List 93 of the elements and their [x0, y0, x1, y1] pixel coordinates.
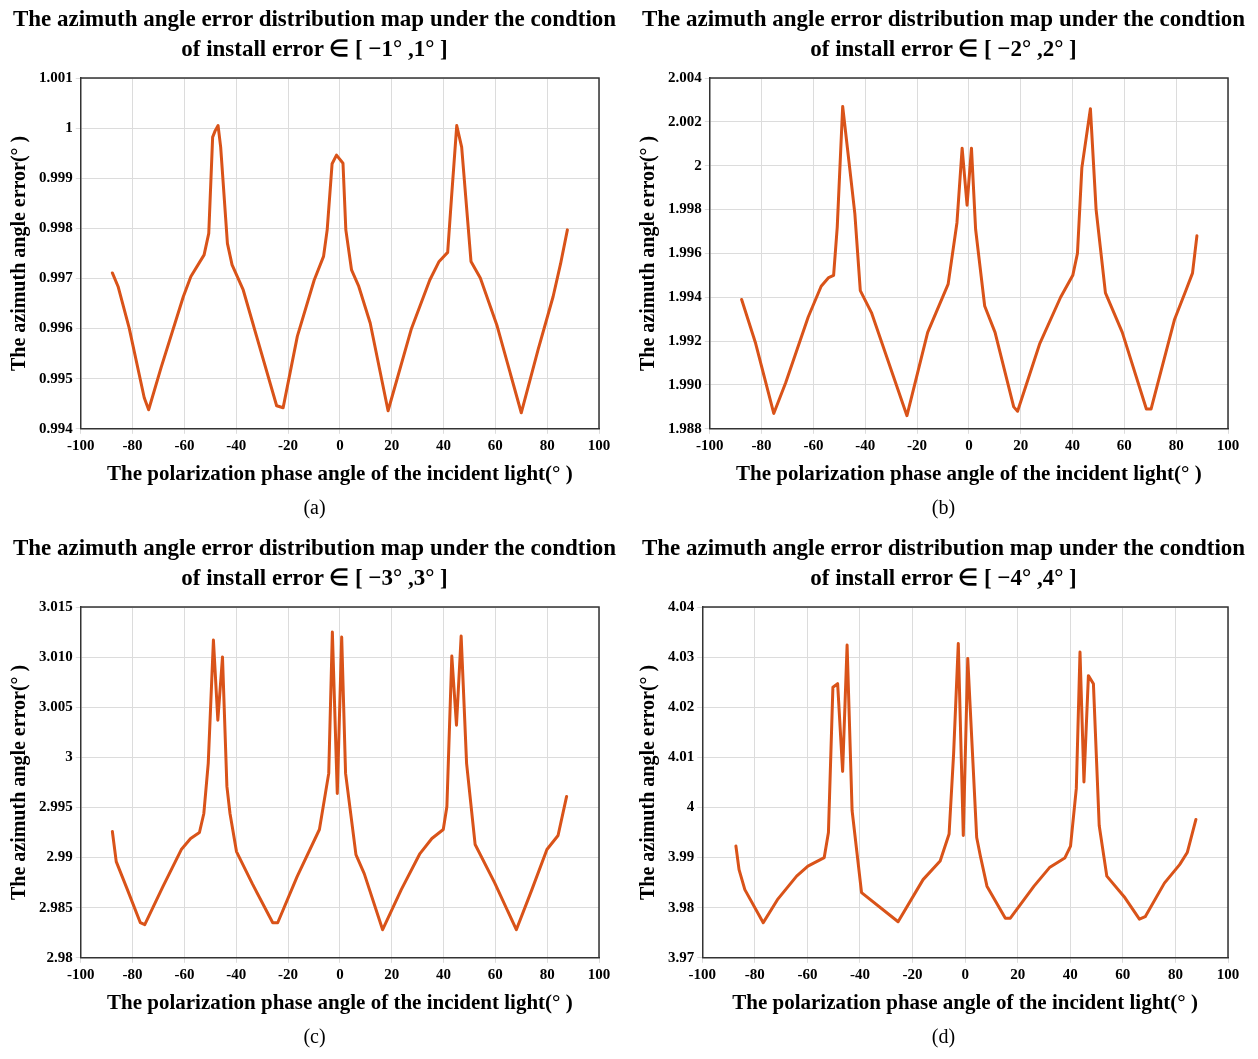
x-tick-label: 60 [1115, 965, 1131, 982]
x-tick-label: 80 [1167, 965, 1183, 982]
text: (c) [302, 1025, 327, 1048]
x-tick-label: 100 [1216, 436, 1240, 453]
x-tick-label: -80 [122, 436, 143, 453]
y-tick-label: 2.995 [39, 798, 73, 815]
x-tick-label: 0 [336, 436, 344, 453]
x-tick-label: -60 [797, 965, 818, 982]
text: (a) [302, 496, 327, 519]
x-tick-label: 60 [487, 965, 503, 982]
y-tick-label: 2.985 [39, 898, 73, 915]
x-tick-label: 20 [384, 436, 400, 453]
x-tick-label: 80 [539, 436, 555, 453]
x-tick-label: 20 [384, 965, 400, 982]
x-tick-label: -40 [226, 965, 247, 982]
y-tick-label: 4.04 [668, 597, 695, 614]
x-tick-label: 20 [1013, 436, 1029, 453]
y-axis-title: The azimuth angle error(° ) [636, 135, 660, 372]
x-tick-label: 20 [1010, 965, 1026, 982]
y-tick-label: 1.001 [39, 68, 73, 85]
y-tick-label: 0.997 [39, 269, 74, 286]
x-tick-label: 100 [1216, 965, 1240, 982]
x-tick-label: -100 [67, 436, 95, 453]
x-tick-label: 60 [487, 436, 503, 453]
y-tick-label: 0.998 [39, 219, 73, 236]
chart-title: The azimuth angle error distribution map under the condtion of install error ∈ [ −4° ,4° ] [640, 534, 1247, 592]
y-tick-label: 4.03 [668, 647, 695, 664]
y-tick-label: 4.01 [668, 748, 695, 765]
y-axis-title: The azimuth angle error(° ) [636, 664, 660, 901]
y-tick-label: 0.996 [39, 319, 74, 336]
x-axis-title: The polarization phase angle of the incident light(° ) [736, 460, 1202, 485]
x-tick-label: -60 [803, 436, 824, 453]
x-tick-label: -80 [744, 965, 765, 982]
x-tick-label: 40 [1062, 965, 1078, 982]
x-axis-title: The polarization phase angle of the incident light(° ) [107, 989, 573, 1014]
y-tick-label: 3.99 [668, 848, 695, 865]
y-tick-label: 2.98 [46, 948, 73, 965]
x-tick-label: 40 [436, 436, 452, 453]
y-tick-label: 3.010 [39, 647, 73, 664]
text: (b) [930, 496, 957, 519]
x-tick-label: -60 [174, 965, 195, 982]
x-tick-label: -100 [688, 965, 716, 982]
x-tick-label: 100 [587, 436, 611, 453]
y-tick-label: 1 [65, 118, 73, 135]
x-tick-label: -20 [907, 436, 928, 453]
y-axis-title: The azimuth angle error(° ) [7, 135, 31, 372]
x-tick-label: 80 [1168, 436, 1184, 453]
y-tick-label: 3.98 [668, 898, 695, 915]
x-tick-label: -20 [902, 965, 923, 982]
y-tick-label: 0.995 [39, 369, 73, 386]
y-tick-label: 3.005 [39, 698, 73, 715]
x-axis-title: The polarization phase angle of the incident light(° ) [732, 989, 1198, 1014]
y-tick-label: 0.999 [39, 169, 73, 186]
x-axis-title: The polarization phase angle of the incident light(° ) [107, 460, 573, 485]
y-axis-title: The azimuth angle error(° ) [7, 664, 31, 901]
x-tick-label: -20 [278, 965, 299, 982]
y-tick-label: 1.992 [668, 331, 702, 348]
x-tick-label: -60 [174, 436, 195, 453]
y-tick-label: 2.004 [668, 68, 703, 85]
text: (d) [930, 1025, 957, 1048]
x-tick-label: -20 [278, 436, 299, 453]
x-tick-label: -100 [696, 436, 724, 453]
y-tick-label: 0.994 [39, 419, 74, 436]
y-tick-label: 2 [694, 156, 702, 173]
y-tick-label: 1.988 [668, 419, 702, 436]
x-tick-label: -80 [751, 436, 772, 453]
x-tick-label: 40 [1065, 436, 1081, 453]
x-tick-label: 60 [1116, 436, 1132, 453]
y-tick-label: 3.015 [39, 597, 73, 614]
x-tick-label: 0 [965, 436, 973, 453]
y-tick-label: 1.994 [668, 288, 703, 305]
x-tick-label: -80 [122, 965, 143, 982]
x-tick-label: 40 [436, 965, 452, 982]
x-tick-label: -100 [67, 965, 95, 982]
y-tick-label: 3.97 [668, 948, 695, 965]
chart-title: The azimuth angle error distribution map under the condtion of install error ∈ [ −1° ,1° ] [11, 5, 618, 63]
y-tick-label: 2.002 [668, 112, 702, 129]
y-tick-label: 1.998 [668, 200, 702, 217]
y-tick-label: 1.996 [668, 244, 703, 261]
y-tick-label: 3 [65, 748, 73, 765]
x-tick-label: -40 [226, 436, 247, 453]
chart-title: The azimuth angle error distribution map under the condtion of install error ∈ [ −3° ,3° ] [11, 534, 618, 592]
y-tick-label: 2.99 [46, 848, 73, 865]
y-tick-label: 4.02 [668, 698, 695, 715]
y-tick-label: 4 [686, 798, 695, 815]
x-tick-label: 80 [539, 965, 555, 982]
y-tick-label: 1.990 [668, 375, 702, 392]
x-tick-label: 100 [587, 965, 611, 982]
x-tick-label: -40 [849, 965, 870, 982]
chart-title: The azimuth angle error distribution map under the condtion of install error ∈ [ −2° ,2° ] [640, 5, 1247, 63]
x-tick-label: 0 [336, 965, 344, 982]
x-tick-label: -40 [855, 436, 876, 453]
x-tick-label: 0 [961, 965, 969, 982]
